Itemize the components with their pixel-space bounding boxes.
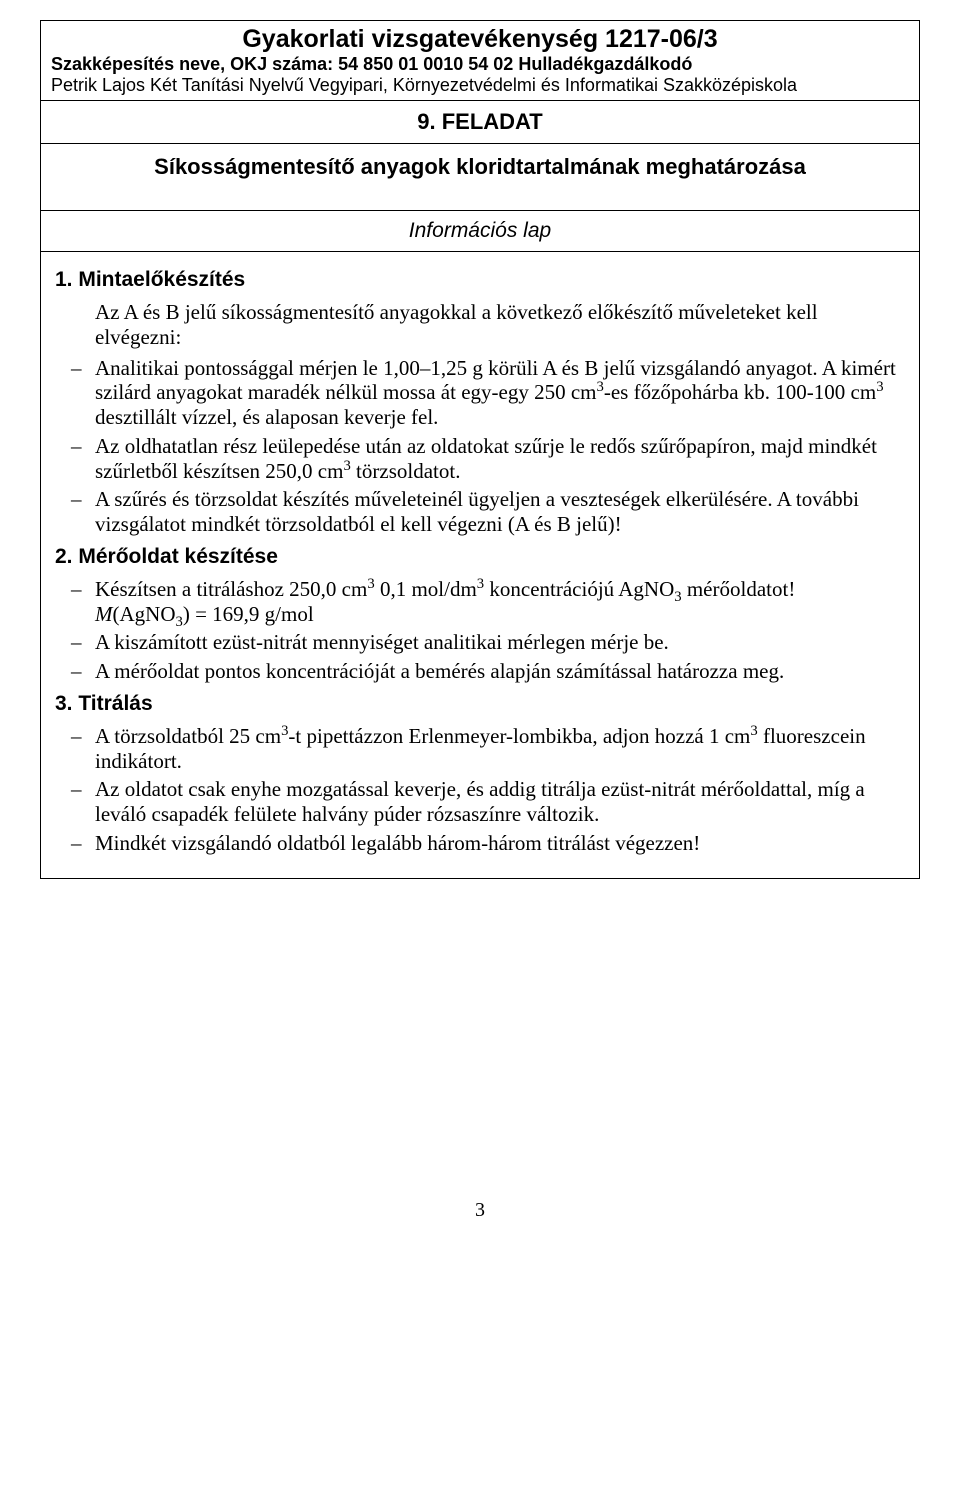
section-1-heading: 1. Mintaelőkészítés xyxy=(55,268,905,292)
list-item: Az oldhatatlan rész leülepedése után az … xyxy=(95,434,905,484)
list-item: A szűrés és törzsoldat készítés művelete… xyxy=(95,487,905,537)
page-number: 3 xyxy=(40,1199,920,1222)
list-item: Az oldatot csak enyhe mozgatással keverj… xyxy=(95,777,905,827)
section-2-list: Készítsen a titráláshoz 250,0 cm3 0,1 mo… xyxy=(55,577,905,684)
list-item: Analitikai pontossággal mérjen le 1,00–1… xyxy=(95,356,905,430)
qualification-text: Szakképesítés neve, OKJ száma: 54 850 01… xyxy=(51,54,692,74)
document-container: Gyakorlati vizsgatevékenység 1217-06/3 S… xyxy=(40,20,920,879)
section-2-heading: 2. Mérőoldat készítése xyxy=(55,545,905,569)
task-title-row: Síkosságmentesítő anyagok kloridtartalmá… xyxy=(41,144,919,211)
section-1-list: Analitikai pontossággal mérjen le 1,00–1… xyxy=(55,356,905,537)
info-sheet-row: Információs lap xyxy=(41,211,919,252)
header-section: Gyakorlati vizsgatevékenység 1217-06/3 S… xyxy=(41,21,919,101)
task-number: 9. FELADAT xyxy=(417,109,542,134)
content-section: 1. Mintaelőkészítés Az A és B jelű síkos… xyxy=(41,252,919,878)
list-item: A mérőoldat pontos koncentrációját a bem… xyxy=(95,659,905,684)
task-title: Síkosságmentesítő anyagok kloridtartalmá… xyxy=(154,154,806,179)
qualification-line: Szakképesítés neve, OKJ száma: 54 850 01… xyxy=(51,54,909,75)
document-title: Gyakorlati vizsgatevékenység 1217-06/3 xyxy=(51,25,909,54)
list-item: Mindkét vizsgálandó oldatból legalább há… xyxy=(95,831,905,856)
section-3-list: A törzsoldatból 25 cm3-t pipettázzon Erl… xyxy=(55,724,905,856)
list-item: A kiszámított ezüst-nitrát mennyiséget a… xyxy=(95,630,905,655)
list-item: A törzsoldatból 25 cm3-t pipettázzon Erl… xyxy=(95,724,905,774)
school-name: Petrik Lajos Két Tanítási Nyelvű Vegyipa… xyxy=(51,75,909,96)
section-3-heading: 3. Titrálás xyxy=(55,692,905,716)
list-item: Készítsen a titráláshoz 250,0 cm3 0,1 mo… xyxy=(95,577,905,627)
task-number-row: 9. FELADAT xyxy=(41,101,919,144)
info-sheet-label: Információs lap xyxy=(409,219,551,242)
section-1-intro: Az A és B jelű síkosságmentesítő anyagok… xyxy=(55,300,905,350)
